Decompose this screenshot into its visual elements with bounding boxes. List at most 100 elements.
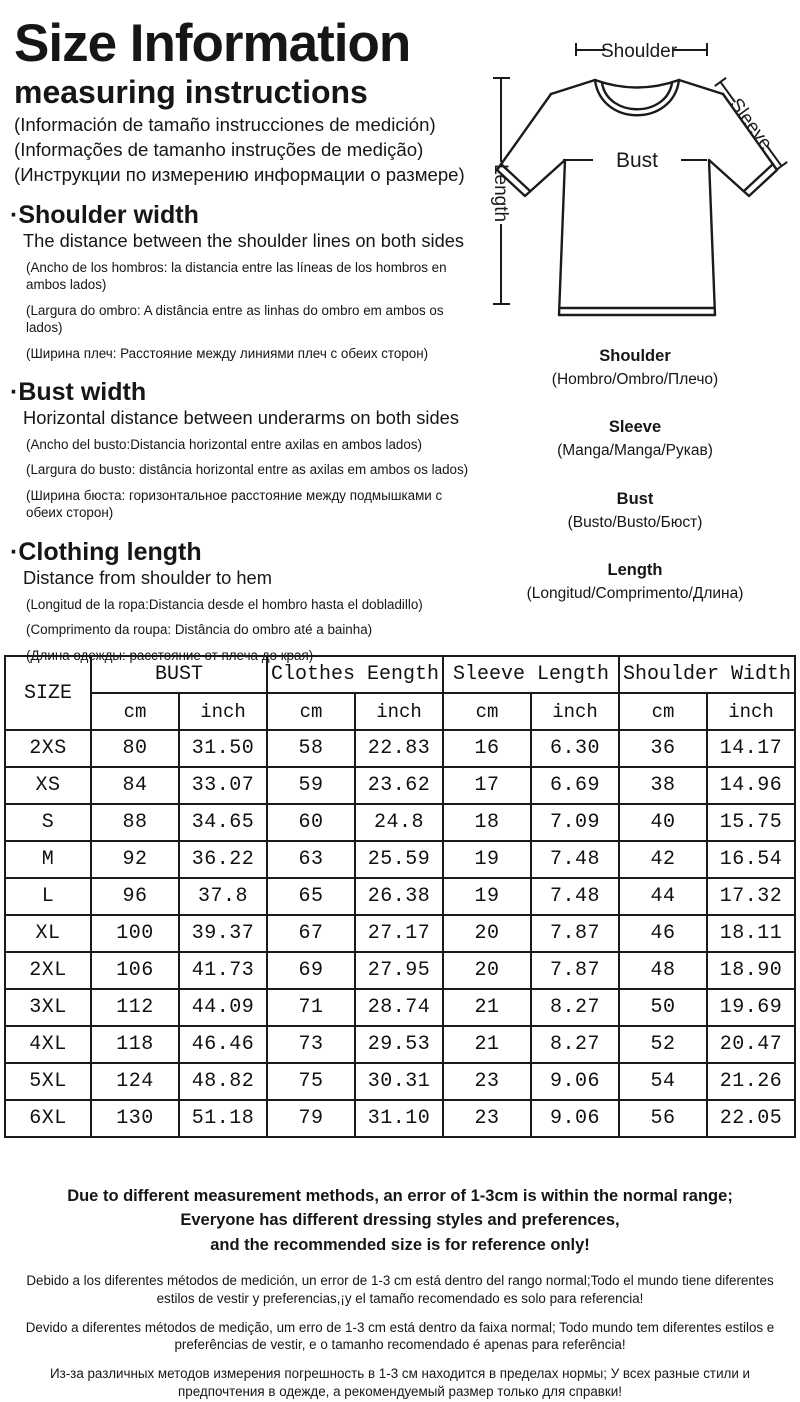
section-translations: (Ancho del busto:Distancia horizontal en… <box>10 436 478 522</box>
value-cell: 100 <box>90 914 180 953</box>
value-cell: 38 <box>618 766 708 805</box>
table-row: 3XL 112 44.09 71 28.74 21 8.27 50 19.69 <box>4 988 796 1027</box>
section-translation-ru: (Ширина плеч: Расстояние между линиями п… <box>26 345 429 361</box>
size-cell: 3XL <box>4 988 92 1027</box>
value-cell: 52 <box>618 1025 708 1064</box>
table-row: M 92 36.22 63 25.59 19 7.48 42 16.54 <box>4 840 796 879</box>
bullet-icon: · <box>10 537 19 566</box>
section-shoulder-width: ·Shoulder width The distance between the… <box>10 202 478 362</box>
unit-header-inch: inch <box>178 692 268 731</box>
section-translations: (Ancho de los hombros: la distancia entr… <box>10 259 478 362</box>
section-translation-es: (Longitud de la ropa:Distancia desde el … <box>26 596 423 612</box>
bullet-icon: · <box>10 201 19 229</box>
value-cell: 16.54 <box>706 840 796 879</box>
section-translation-es: (Ancho del busto:Distancia horizontal en… <box>26 437 422 453</box>
value-cell: 44 <box>618 877 708 916</box>
value-cell: 48 <box>618 951 708 990</box>
unit-header-inch: inch <box>706 692 796 731</box>
legend-item-shoulder: Shoulder (Hombro/Ombro/Плечо) <box>470 347 800 389</box>
value-cell: 118 <box>90 1025 180 1064</box>
value-cell: 37.8 <box>178 877 268 916</box>
value-cell: 29.53 <box>354 1025 444 1064</box>
value-cell: 44.09 <box>178 988 268 1027</box>
value-cell: 31.10 <box>354 1099 444 1138</box>
section-heading: ·Shoulder width <box>10 202 478 229</box>
legend-name: Length <box>607 561 663 580</box>
size-cell: 2XS <box>4 729 92 768</box>
value-cell: 96 <box>90 877 180 916</box>
value-cell: 112 <box>90 988 180 1027</box>
value-cell: 124 <box>90 1062 180 1101</box>
value-cell: 92 <box>90 840 180 879</box>
value-cell: 130 <box>90 1099 180 1138</box>
note-russian: Из-за различных методов измерения погреш… <box>49 1365 751 1399</box>
value-cell: 27.17 <box>354 914 444 953</box>
table-row: S 88 34.65 60 24.8 18 7.09 40 15.75 <box>4 803 796 842</box>
size-cell: XS <box>4 766 92 805</box>
value-cell: 14.17 <box>706 729 796 768</box>
value-cell: 75 <box>266 1062 356 1101</box>
bullet-icon: · <box>10 378 19 407</box>
value-cell: 36 <box>618 729 708 768</box>
value-cell: 67 <box>266 914 356 953</box>
subtitle-translation-pt: (Informações de tamanho instruções de me… <box>14 139 424 161</box>
col-group-clothes-length: Clothes Eength <box>266 655 444 694</box>
diagram-shoulder-label: Shoulder <box>601 41 678 62</box>
table-row: 4XL 118 46.46 73 29.53 21 8.27 52 20.47 <box>4 1025 796 1064</box>
value-cell: 27.95 <box>354 951 444 990</box>
value-cell: 7.48 <box>530 877 620 916</box>
legend-name: Bust <box>616 489 654 508</box>
value-cell: 7.48 <box>530 840 620 879</box>
size-cell: 5XL <box>4 1062 92 1101</box>
section-translation-pt: (Largura do ombro: A distância entre as … <box>26 302 444 336</box>
value-cell: 17.32 <box>706 877 796 916</box>
value-cell: 23.62 <box>354 766 444 805</box>
unit-header-cm: cm <box>618 692 708 731</box>
value-cell: 25.59 <box>354 840 444 879</box>
value-cell: 18 <box>442 803 532 842</box>
section-heading: ·Bust width <box>10 379 478 406</box>
subtitle-translation-ru: (Инструкции по измерению информации о ра… <box>14 163 465 185</box>
value-cell: 6.69 <box>530 766 620 805</box>
tshirt-icon: Bust Shoulder Length Sleeve <box>490 41 788 317</box>
value-cell: 33.07 <box>178 766 268 805</box>
value-cell: 54 <box>618 1062 708 1101</box>
table-row: XL 100 39.37 67 27.17 20 7.87 46 18.11 <box>4 914 796 953</box>
table-row: 2XL 106 41.73 69 27.95 20 7.87 48 18.90 <box>4 951 796 990</box>
legend-translations: (Busto/Busto/Бюст) <box>567 513 703 531</box>
value-cell: 28.74 <box>354 988 444 1027</box>
value-cell: 21 <box>442 988 532 1027</box>
legend-item-sleeve: Sleeve (Manga/Manga/Рукав) <box>470 418 800 460</box>
value-cell: 30.31 <box>354 1062 444 1101</box>
table-row: 2XS 80 31.50 58 22.83 16 6.30 36 14.17 <box>4 729 796 768</box>
value-cell: 48.82 <box>178 1062 268 1101</box>
value-cell: 63 <box>266 840 356 879</box>
legend-item-length: Length (Longitud/Comprimento/Длина) <box>470 561 800 603</box>
value-cell: 8.27 <box>530 988 620 1027</box>
section-translation-ru: (Ширина бюста: горизонтальное расстояние… <box>26 487 443 521</box>
section-description: Distance from shoulder to hem <box>23 566 272 588</box>
size-cell: S <box>4 803 92 842</box>
value-cell: 50 <box>618 988 708 1027</box>
value-cell: 39.37 <box>178 914 268 953</box>
value-cell: 69 <box>266 951 356 990</box>
value-cell: 9.06 <box>530 1099 620 1138</box>
value-cell: 21 <box>442 1025 532 1064</box>
section-bust-width: ·Bust width Horizontal distance between … <box>10 379 478 522</box>
section-heading-text: Shoulder width <box>18 201 199 229</box>
value-cell: 8.27 <box>530 1025 620 1064</box>
unit-header-cm: cm <box>266 692 356 731</box>
table-unit-header-row: cm inch cm inch cm inch cm inch <box>5 692 796 731</box>
legend-name: Shoulder <box>599 347 671 365</box>
value-cell: 22.83 <box>354 729 444 768</box>
value-cell: 23 <box>442 1099 532 1138</box>
size-cell: 4XL <box>4 1025 92 1064</box>
value-cell: 73 <box>266 1025 356 1064</box>
value-cell: 41.73 <box>178 951 268 990</box>
value-cell: 60 <box>266 803 356 842</box>
note-english-line: and the recommended size is for referenc… <box>210 1235 590 1254</box>
value-cell: 88 <box>90 803 180 842</box>
section-description: Horizontal distance between underarms on… <box>23 407 459 429</box>
col-group-sleeve-length: Sleeve Length <box>442 655 620 694</box>
